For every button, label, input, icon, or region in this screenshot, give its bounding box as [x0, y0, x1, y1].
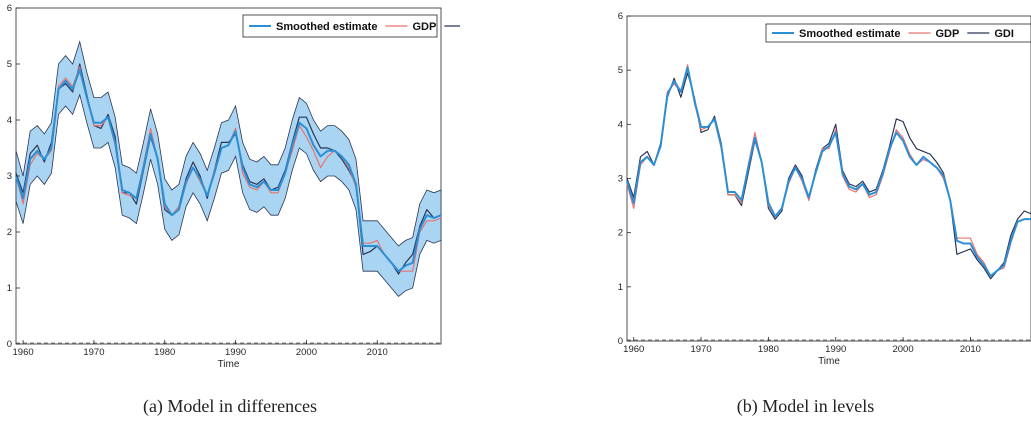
- legend-label-gdp: GDP: [412, 21, 436, 33]
- x-tick-label: 1970: [690, 344, 711, 355]
- x-axis-label: Time: [818, 356, 840, 367]
- legend: Smoothed estimate GDP GDI: [765, 23, 1031, 43]
- y-tick-label: 6: [7, 3, 12, 14]
- legend-label-gdp: GDP: [935, 28, 959, 40]
- x-tick-label: 2010: [960, 344, 981, 355]
- chart-levels: 1960 1970 1980 1990 2000 2010 0 1 2 3 4 5 6 Time Smoot…: [618, 11, 1031, 367]
- y-tick-label: 0: [618, 336, 623, 347]
- x-tick-label: 2000: [296, 347, 317, 358]
- x-tick-label: 1970: [83, 347, 104, 358]
- series-line-smoothed-estimate: [626, 66, 1031, 277]
- y-tick-label: 4: [7, 115, 12, 126]
- y-tick-label: 5: [7, 59, 12, 70]
- y-tick-label: 0: [7, 339, 12, 350]
- x-axis-label: Time: [218, 359, 240, 370]
- y-tick-label: 2: [618, 228, 623, 239]
- y-tick-label: 2: [7, 227, 12, 238]
- y-tick-label: 3: [618, 174, 623, 185]
- y-tick-label: 1: [618, 282, 623, 293]
- x-tick-label: 1980: [154, 347, 175, 358]
- y-tick-label: 1: [7, 283, 12, 294]
- plot-area: [626, 15, 1031, 342]
- x-tick-label: 1990: [225, 347, 246, 358]
- legend-box: [765, 23, 1031, 43]
- legend-label-gdi: GDI: [994, 28, 1014, 40]
- y-tick-label: 4: [618, 119, 623, 130]
- x-tick-label: 1960: [13, 347, 34, 358]
- caption-levels: (b) Model in levels: [736, 396, 875, 416]
- x-tick-label: 2000: [892, 344, 913, 355]
- legend-box: [242, 14, 438, 38]
- x-tick-label: 2010: [367, 347, 388, 358]
- series-line-smoothed-estimate: [15, 68, 442, 273]
- panel-differences: 1960 1970 1980 1990 2000 2010 0 1 2 3 4 5 6 Time Smoot…: [0, 0, 460, 427]
- legend-label-smoothed-estimate: Smoothed estimate: [276, 21, 377, 33]
- x-tick-label: 1980: [758, 344, 779, 355]
- y-tick-label: 5: [618, 65, 623, 76]
- chart-differences: 1960 1970 1980 1990 2000 2010 0 1 2 3 4 5 6 Time Smoot…: [7, 3, 460, 370]
- y-tick-label: 3: [7, 171, 12, 182]
- x-tick-label: 1960: [623, 344, 644, 355]
- caption-differences: (a) Model in differences: [142, 396, 318, 416]
- y-tick-label: 6: [618, 11, 623, 22]
- x-tick-label: 1990: [825, 344, 846, 355]
- legend-label-smoothed-estimate: Smoothed estimate: [799, 28, 900, 40]
- confidence-band: [15, 40, 442, 297]
- panel-levels: 1960 1970 1980 1990 2000 2010 0 1 2 3 4 5 6 Time Smoot…: [580, 0, 1031, 427]
- plot-area: [15, 7, 442, 345]
